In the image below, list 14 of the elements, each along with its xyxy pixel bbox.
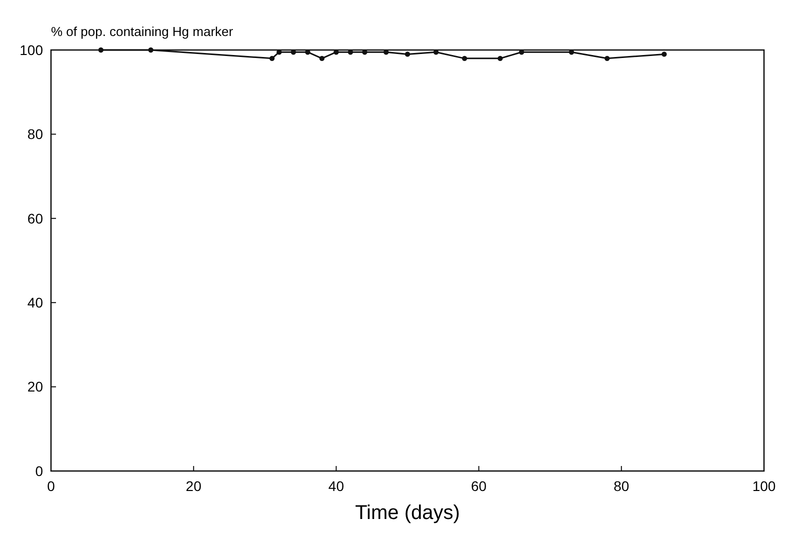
y-axis-title: % of pop. containing Hg marker xyxy=(51,24,234,39)
y-tick-label: 60 xyxy=(27,210,44,226)
x-tick-label: 20 xyxy=(186,478,202,494)
y-tick-label: 80 xyxy=(27,126,44,142)
x-tick-label: 0 xyxy=(47,478,56,494)
x-tick-label: 100 xyxy=(752,478,776,494)
x-tick-label: 60 xyxy=(471,478,487,494)
x-tick-label: 80 xyxy=(614,478,630,494)
y-tick-label: 100 xyxy=(20,42,44,58)
x-axis-title: Time (days) xyxy=(355,502,460,524)
y-tick-label: 20 xyxy=(27,378,44,395)
y-tick-label: 0 xyxy=(35,462,44,479)
y-tick-label: 40 xyxy=(27,294,44,310)
x-tick-label: 40 xyxy=(328,478,344,494)
